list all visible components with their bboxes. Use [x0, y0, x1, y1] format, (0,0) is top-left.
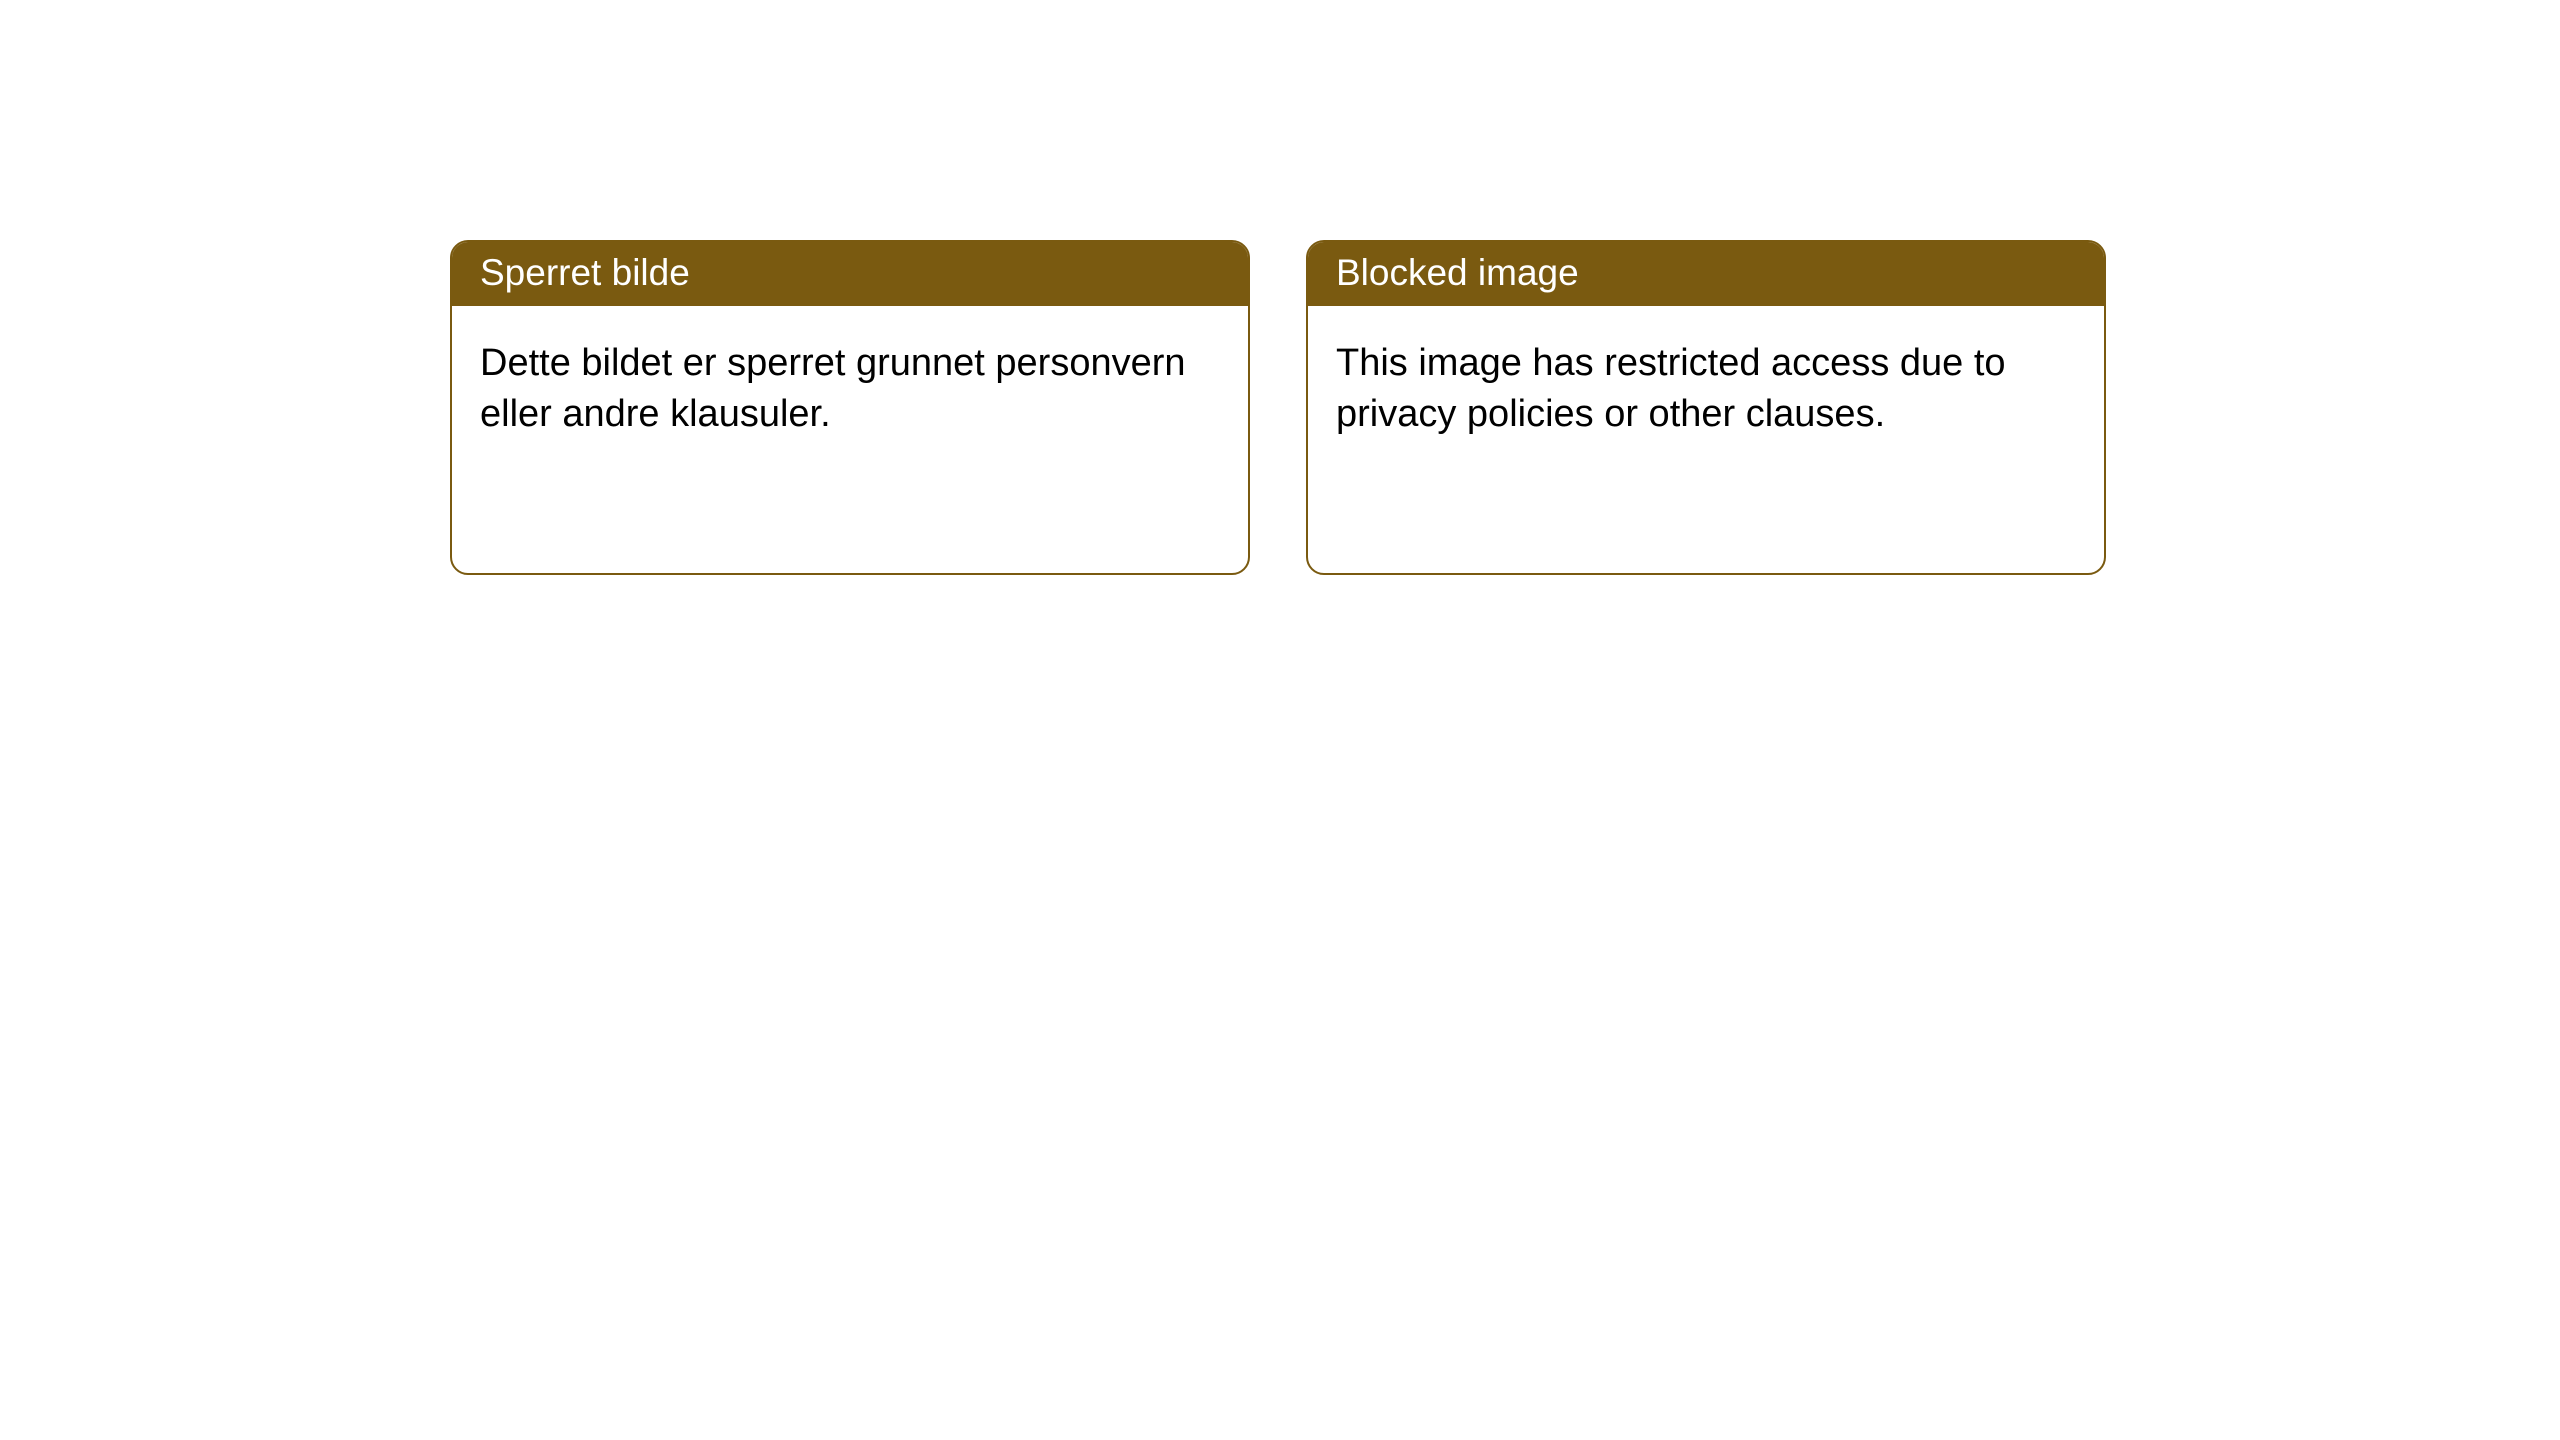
notice-body: Dette bildet er sperret grunnet personve…: [452, 306, 1248, 473]
notice-card-norwegian: Sperret bilde Dette bildet er sperret gr…: [450, 240, 1250, 575]
blocked-image-notices: Sperret bilde Dette bildet er sperret gr…: [450, 240, 2106, 575]
notice-header: Sperret bilde: [452, 242, 1248, 306]
notice-message: Dette bildet er sperret grunnet personve…: [480, 342, 1186, 435]
notice-card-english: Blocked image This image has restricted …: [1306, 240, 2106, 575]
notice-title: Blocked image: [1336, 252, 1579, 293]
notice-message: This image has restricted access due to …: [1336, 342, 2006, 435]
notice-header: Blocked image: [1308, 242, 2104, 306]
notice-title: Sperret bilde: [480, 252, 690, 293]
notice-body: This image has restricted access due to …: [1308, 306, 2104, 473]
